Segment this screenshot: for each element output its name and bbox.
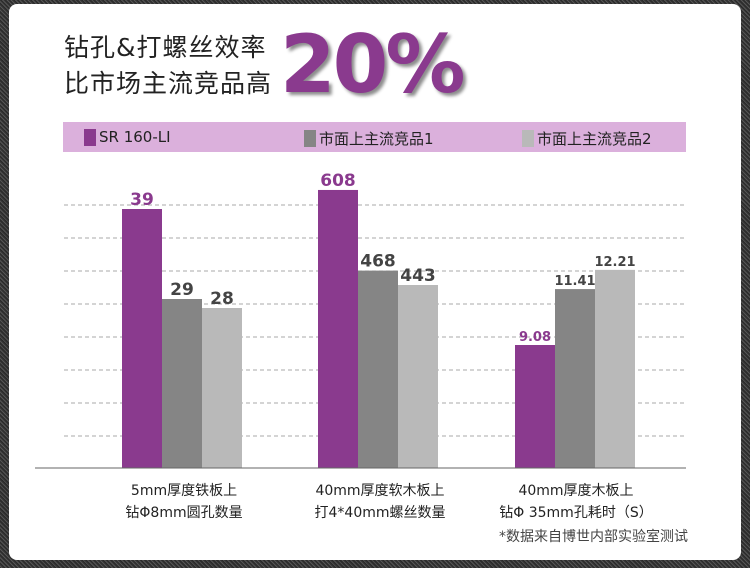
category-label: 40mm厚度软木板上 打4*40mm螺丝数量 (280, 480, 480, 524)
bar (318, 189, 358, 468)
category-label: 40mm厚度木板上钻Φ 35mm孔耗时（S） (476, 480, 676, 524)
category-label: 5mm厚度铁板上 钻Φ8mm圆孔数量 (84, 480, 284, 524)
footnote: *数据来自博世内部实验室测试 (499, 529, 688, 545)
category-line: 5mm厚度铁板上 (130, 483, 238, 499)
bar (358, 270, 398, 468)
legend: SR 160-LI 市面上主流竞品1 市面上主流竞品2 (63, 122, 686, 152)
category-line: 钻Φ 35mm孔耗时（S） (499, 505, 653, 521)
legend-item-competitor2: 市面上主流竞品2 (522, 128, 652, 149)
legend-swatch (304, 130, 316, 147)
bar (122, 209, 162, 468)
bar (555, 289, 595, 468)
data-label: 11.41 (554, 274, 595, 289)
bar (515, 345, 555, 468)
legend-item-sr160: SR 160-LI (84, 128, 171, 146)
bar (202, 308, 242, 468)
category-line: 打4*40mm螺丝数量 (314, 505, 446, 521)
legend-label: 市面上主流竞品2 (537, 130, 652, 148)
legend-label: 市面上主流竞品1 (319, 130, 434, 148)
data-label: 443 (400, 266, 436, 286)
legend-swatch (522, 130, 534, 147)
data-label: 12.21 (594, 255, 635, 270)
headline-line2: 比市场主流竞品高 (64, 69, 273, 98)
data-label: 468 (360, 252, 396, 272)
bar (162, 299, 202, 468)
headline-percentage: 20% (280, 18, 465, 111)
bar (398, 285, 438, 468)
data-label: 28 (210, 289, 234, 309)
headline: 钻孔&打螺丝效率 比市场主流竞品高 (64, 30, 272, 102)
legend-item-competitor1: 市面上主流竞品1 (304, 128, 434, 149)
data-label: 608 (320, 171, 356, 191)
bar (595, 269, 635, 468)
headline-line1: 钻孔&打螺丝效率 (64, 33, 267, 62)
legend-label: SR 160-LI (99, 128, 171, 146)
category-line: 40mm厚度软木板上 (315, 483, 445, 499)
data-label: 39 (130, 190, 154, 210)
category-line: 40mm厚度木板上 (518, 483, 634, 499)
category-line: 钻Φ8mm圆孔数量 (125, 505, 243, 521)
legend-swatch (84, 128, 96, 146)
data-label: 29 (170, 280, 194, 300)
data-label: 9.08 (519, 330, 551, 345)
